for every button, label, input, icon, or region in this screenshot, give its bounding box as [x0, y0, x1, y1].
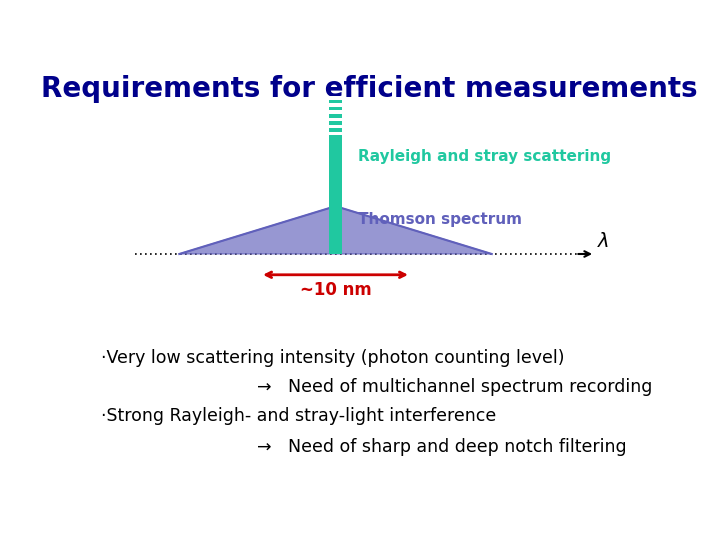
Text: ·Very low scattering intensity (photon counting level): ·Very low scattering intensity (photon c… — [101, 349, 564, 367]
Bar — [328, 110, 343, 114]
Text: ~10 nm: ~10 nm — [300, 281, 372, 299]
Bar — [328, 132, 343, 136]
Text: λ: λ — [598, 232, 609, 251]
Text: ·Strong Rayleigh- and stray-light interference: ·Strong Rayleigh- and stray-light interf… — [101, 407, 496, 425]
Bar — [329, 96, 342, 254]
Polygon shape — [179, 206, 492, 254]
Bar — [328, 96, 343, 99]
Text: →   Need of multichannel spectrum recording: → Need of multichannel spectrum recordin… — [258, 378, 653, 396]
Bar — [328, 103, 343, 107]
Text: Thomson spectrum: Thomson spectrum — [358, 212, 522, 227]
Text: Requirements for efficient measurements: Requirements for efficient measurements — [41, 75, 697, 103]
Text: →   Need of sharp and deep notch filtering: → Need of sharp and deep notch filtering — [258, 438, 627, 456]
Bar — [328, 118, 343, 121]
Bar — [328, 125, 343, 129]
Text: Rayleigh and stray scattering: Rayleigh and stray scattering — [358, 148, 611, 164]
